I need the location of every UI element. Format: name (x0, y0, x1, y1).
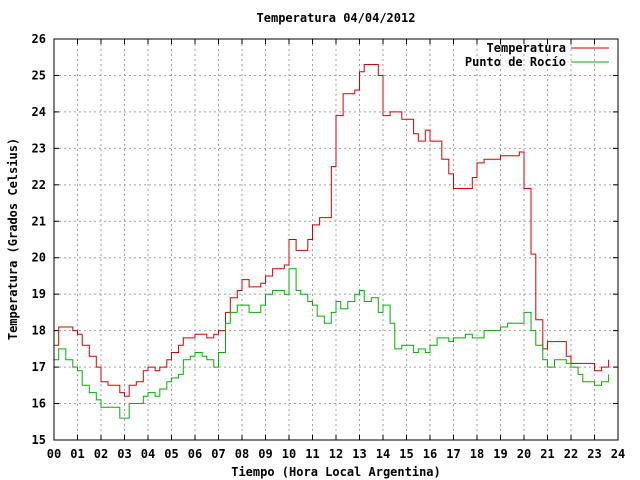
x-tick-label: 01 (70, 447, 84, 461)
y-tick-label: 22 (32, 178, 46, 192)
x-tick-label: 13 (352, 447, 366, 461)
x-tick-label: 04 (141, 447, 155, 461)
x-tick-label: 05 (164, 447, 178, 461)
x-tick-label: 24 (611, 447, 625, 461)
series-line-punto-de-rocio (54, 268, 610, 419)
legend-label-temperatura: Temperatura (487, 41, 566, 55)
y-tick-label: 25 (32, 68, 46, 82)
x-tick-label: 23 (587, 447, 601, 461)
x-tick-label: 21 (540, 447, 554, 461)
y-tick-label: 23 (32, 141, 46, 155)
chart-title: Temperatura 04/04/2012 (257, 11, 416, 25)
y-axis-title: Temperatura (Grados Celsius) (6, 138, 20, 340)
axis-ticks (53, 38, 619, 441)
y-tick-labels: 15 16 17 18 19 20 21 22 23 24 25 26 (32, 32, 46, 447)
series-line-temperatura (54, 64, 610, 397)
x-tick-label: 14 (376, 447, 390, 461)
y-tick-label: 20 (32, 251, 46, 265)
x-tick-label: 12 (329, 447, 343, 461)
x-tick-label: 15 (399, 447, 413, 461)
x-tick-label: 06 (188, 447, 202, 461)
x-tick-label: 22 (564, 447, 578, 461)
y-tick-label: 18 (32, 324, 46, 338)
y-tick-label: 19 (32, 287, 46, 301)
x-tick-label: 19 (493, 447, 507, 461)
y-tick-label: 24 (32, 105, 46, 119)
x-tick-label: 08 (235, 447, 249, 461)
x-tick-label: 18 (470, 447, 484, 461)
x-tick-label: 11 (305, 447, 319, 461)
y-tick-label: 21 (32, 214, 46, 228)
series-lines (54, 64, 610, 419)
plot-frame (53, 38, 619, 441)
x-tick-label: 07 (211, 447, 225, 461)
y-tick-label: 15 (32, 433, 46, 447)
x-tick-label: 17 (446, 447, 460, 461)
x-tick-label: 20 (517, 447, 531, 461)
x-tick-label: 16 (423, 447, 437, 461)
x-tick-label: 02 (94, 447, 108, 461)
x-axis-title: Tiempo (Hora Local Argentina) (231, 465, 441, 479)
legend: Temperatura Punto de Rocío (465, 41, 609, 69)
y-tick-label: 17 (32, 360, 46, 374)
legend-label-punto-de-rocio: Punto de Rocío (465, 55, 566, 69)
x-tick-label: 10 (282, 447, 296, 461)
x-tick-label: 00 (47, 447, 61, 461)
x-tick-labels: 00 01 02 03 04 05 06 07 08 09 10 11 12 13 14 15 16 17 18 19… (47, 447, 625, 461)
x-tick-label: 03 (117, 447, 131, 461)
y-tick-label: 16 (32, 397, 46, 411)
y-tick-label: 26 (32, 32, 46, 46)
x-tick-label: 09 (258, 447, 272, 461)
